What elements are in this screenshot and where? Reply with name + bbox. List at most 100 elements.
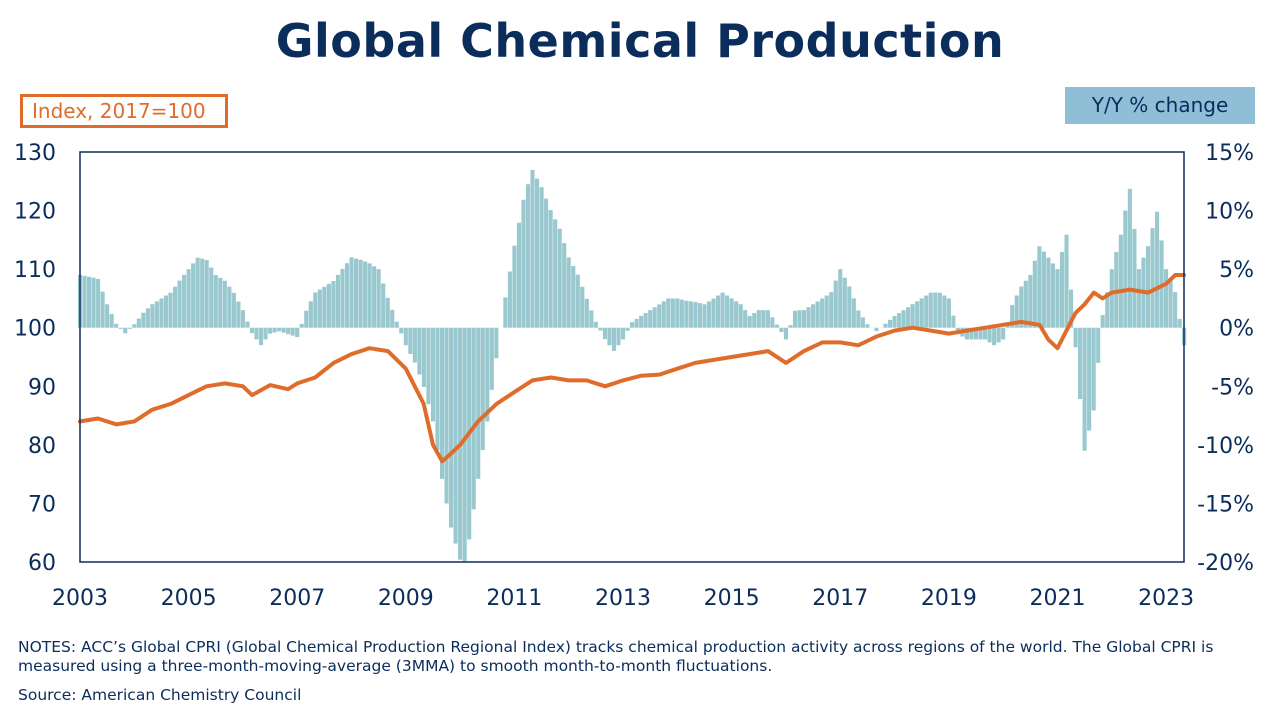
yoy-bar xyxy=(910,304,915,328)
yoy-bar xyxy=(177,280,182,328)
yoy-bar xyxy=(127,327,132,329)
axis-ticks: 60 70 80 90 100 110 120 130 -20% -15% -10% -5% 0% 5% 1… xyxy=(14,141,1254,611)
yoy-bar xyxy=(430,327,436,422)
yoy-bar xyxy=(887,319,893,328)
yoy-bar xyxy=(652,307,657,328)
yoy-bar xyxy=(964,327,970,340)
yoy-bar xyxy=(344,263,350,328)
yoy-bar xyxy=(630,322,635,328)
yoy-bar xyxy=(1105,292,1110,328)
yoy-bar xyxy=(1082,327,1087,451)
plot-frame xyxy=(79,151,1185,563)
yoy-bar xyxy=(571,266,576,328)
yoy-bar xyxy=(471,327,476,510)
chart-notes: NOTES: ACC’s Global CPRI (Global Chemica… xyxy=(18,638,1214,675)
yoy-bar xyxy=(100,291,105,328)
yoy-bar xyxy=(281,327,286,333)
yoy-bar xyxy=(833,280,838,328)
yoy-bar xyxy=(1028,275,1033,328)
yoy-bar xyxy=(937,292,942,328)
yoy-bar xyxy=(1078,327,1083,400)
yoy-bar xyxy=(1059,251,1065,328)
yoy-bar xyxy=(1001,327,1006,340)
yoy-bar xyxy=(363,261,368,328)
yoy-bar xyxy=(1064,234,1069,328)
yoy-bar xyxy=(521,199,526,328)
right-axis-tick-label: 15% xyxy=(1205,141,1254,166)
right-axis-tick-label: -20% xyxy=(1197,551,1254,576)
yoy-bar xyxy=(928,292,933,328)
yoy-bar xyxy=(408,327,413,354)
yoy-bar xyxy=(295,327,300,338)
yoy-bar xyxy=(1100,315,1105,328)
yoy-bar xyxy=(575,274,580,328)
yoy-bar xyxy=(399,327,404,334)
yoy-bar xyxy=(901,310,906,328)
yoy-bar xyxy=(593,321,598,328)
yoy-bar xyxy=(353,258,359,328)
yoy-bar xyxy=(883,323,888,328)
yoy-bar xyxy=(96,279,101,328)
yoy-bar xyxy=(385,297,390,328)
yoy-bar xyxy=(625,327,630,331)
yoy-bar xyxy=(697,303,703,328)
yoy-bar xyxy=(299,323,304,328)
yoy-bar xyxy=(969,327,974,340)
yoy-bar xyxy=(313,292,318,328)
right-axis-tick-label: -5% xyxy=(1211,375,1254,400)
yoy-bar xyxy=(145,308,150,328)
yoy-bar xyxy=(213,275,218,328)
yoy-bar xyxy=(788,325,793,328)
x-axis-tick-label: 2005 xyxy=(161,586,217,611)
yoy-bar xyxy=(150,304,155,328)
yoy-bar xyxy=(657,304,662,328)
yoy-bar xyxy=(1091,327,1096,411)
yoy-bar xyxy=(123,327,128,334)
right-axis-badge: Y/Y % change xyxy=(1065,87,1255,124)
yoy-bar xyxy=(706,301,712,328)
left-axis-tick-label: 60 xyxy=(28,551,56,576)
yoy-bar xyxy=(892,316,897,328)
yoy-bar xyxy=(1037,246,1042,328)
yoy-bar xyxy=(118,327,123,329)
yoy-bar xyxy=(992,327,997,346)
yoy-bar xyxy=(86,276,92,328)
yoy-bar xyxy=(322,286,327,328)
yoy-bar xyxy=(516,222,522,328)
yoy-bar xyxy=(761,310,766,328)
x-axis-tick-label: 2017 xyxy=(812,586,868,611)
yoy-bar xyxy=(154,301,159,328)
yoy-bar xyxy=(553,219,558,328)
index-line-series xyxy=(78,273,1186,464)
yoy-bar xyxy=(801,310,807,328)
yoy-bar xyxy=(860,317,865,328)
yoy-bar xyxy=(132,324,137,328)
yoy-bar xyxy=(978,327,983,340)
yoy-bar xyxy=(141,312,146,328)
yoy-bar xyxy=(485,327,490,422)
yoy-bar xyxy=(779,327,784,333)
yoy-bar xyxy=(693,301,698,328)
yoy-bar xyxy=(1132,228,1137,328)
yoy-bar xyxy=(231,292,236,328)
yoy-bar xyxy=(983,327,988,340)
yoy-bar xyxy=(358,259,363,328)
yoy-bar xyxy=(738,304,743,328)
yoy-bar xyxy=(367,263,372,328)
yoy-bar xyxy=(720,292,725,328)
yoy-bar xyxy=(557,228,562,328)
yoy-bar xyxy=(919,298,924,328)
yoy-bar xyxy=(1168,280,1173,328)
yoy-bar xyxy=(729,298,734,328)
yoy-bar xyxy=(770,317,775,328)
yoy-bar xyxy=(598,327,603,331)
yoy-bar xyxy=(829,292,834,328)
right-axis-tick-label: 5% xyxy=(1219,258,1254,283)
yoy-bar xyxy=(249,327,255,334)
chart: 60 70 80 90 100 110 120 130 -20% -15% -10% -5% 0% 5% 1… xyxy=(14,141,1254,611)
x-axis-tick-label: 2013 xyxy=(595,586,651,611)
yoy-bar xyxy=(1136,269,1141,328)
yoy-bar xyxy=(394,321,399,328)
yoy-bar xyxy=(240,310,245,328)
yoy-bar xyxy=(765,310,770,328)
